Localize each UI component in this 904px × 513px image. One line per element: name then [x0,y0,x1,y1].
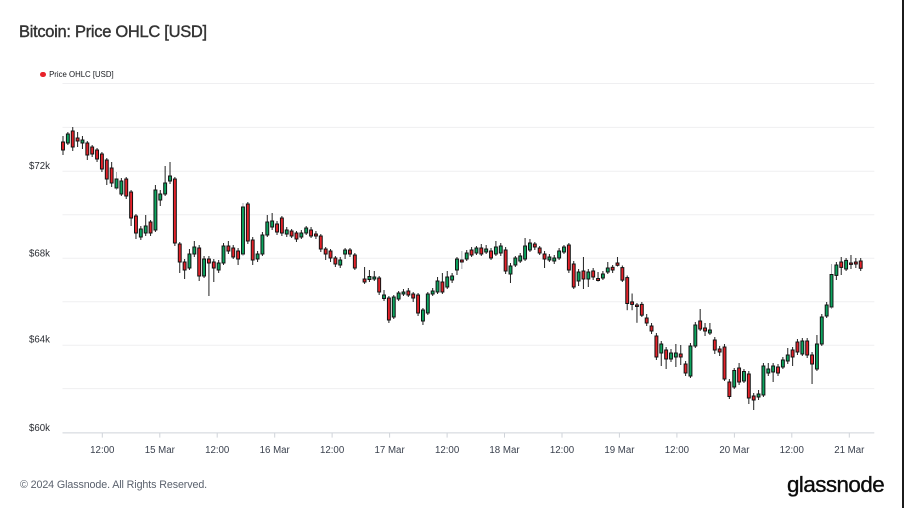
svg-text:17 Mar: 17 Mar [375,445,406,456]
svg-text:$72k: $72k [29,161,50,172]
svg-text:12:00: 12:00 [435,445,460,456]
svg-text:21 Mar: 21 Mar [834,445,865,456]
svg-text:12:00: 12:00 [320,445,345,456]
svg-text:18 Mar: 18 Mar [489,445,520,456]
svg-text:15 Mar: 15 Mar [145,445,176,456]
svg-text:12:00: 12:00 [550,445,575,456]
svg-text:$68k: $68k [29,249,50,260]
svg-text:12:00: 12:00 [780,445,805,456]
svg-text:12:00: 12:00 [90,445,115,456]
svg-text:$64k: $64k [29,335,50,346]
svg-text:16 Mar: 16 Mar [260,445,291,456]
svg-text:12:00: 12:00 [665,445,690,456]
svg-text:20 Mar: 20 Mar [719,445,750,456]
svg-text:12:00: 12:00 [205,445,230,456]
svg-text:$60k: $60k [29,423,50,434]
svg-text:19 Mar: 19 Mar [604,445,635,456]
